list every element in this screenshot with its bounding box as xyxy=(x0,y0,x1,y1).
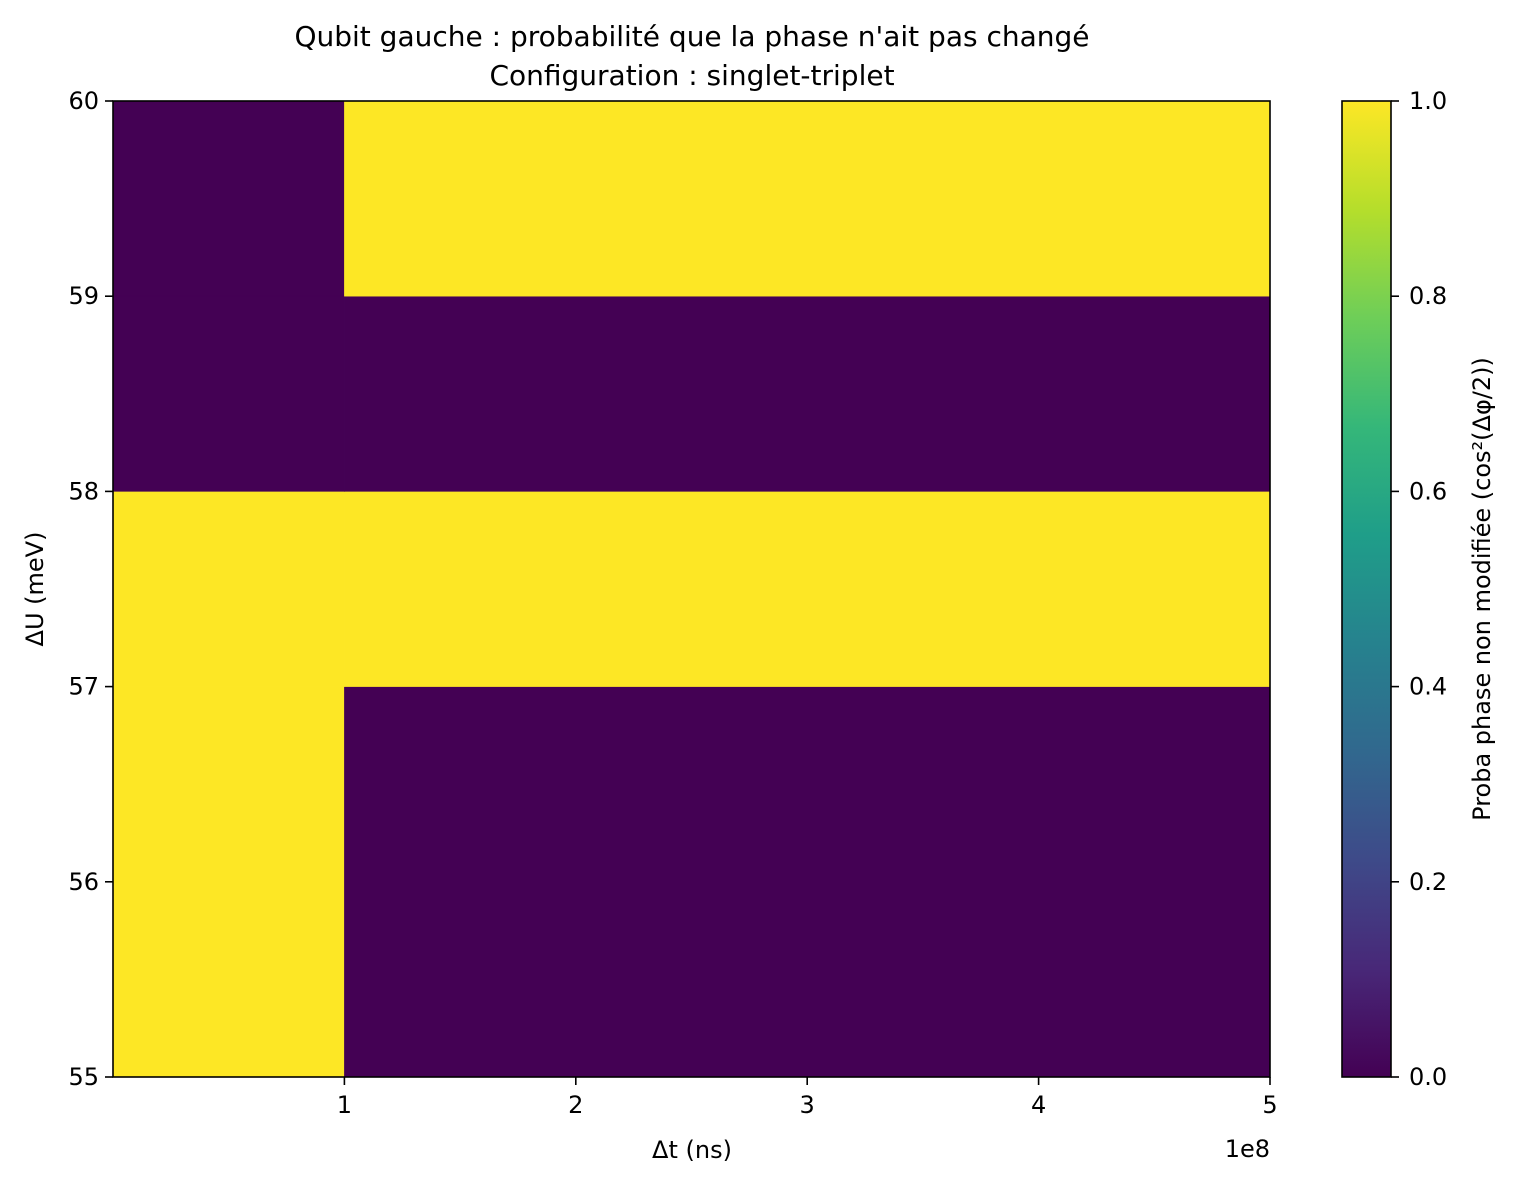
heatmap-cell xyxy=(112,686,345,1078)
heatmap-cell xyxy=(344,100,1271,297)
y-axis-label: ΔU (meV) xyxy=(21,532,49,647)
y-tick-label: 60 xyxy=(68,87,99,115)
colorbar-tick-label: 0.4 xyxy=(1409,673,1447,701)
y-tick-label: 55 xyxy=(68,1063,99,1091)
y-tick-label: 57 xyxy=(68,673,99,701)
heatmap-cell xyxy=(344,295,1271,492)
heatmap-cell xyxy=(112,491,345,687)
heatmap-cell xyxy=(344,686,1271,1078)
y-tick-label: 58 xyxy=(68,477,99,505)
x-tick-label: 1 xyxy=(337,1091,352,1119)
colorbar-tick-label: 0.6 xyxy=(1409,477,1447,505)
chart-title: Qubit gauche : probabilité que la phase … xyxy=(294,20,1089,53)
heatmap-cell xyxy=(344,491,1271,687)
x-tick-label: 3 xyxy=(800,1091,815,1119)
x-tick-label: 5 xyxy=(1262,1091,1277,1119)
x-axis-ticks: 1 2 3 4 5 xyxy=(337,1077,1278,1119)
colorbar-tick-label: 0.0 xyxy=(1409,1063,1447,1091)
x-axis-label: Δt (ns) xyxy=(652,1136,732,1164)
heatmap-cell xyxy=(112,100,345,297)
colorbar-tick-label: 0.8 xyxy=(1409,282,1447,310)
heatmap-cell xyxy=(112,295,345,492)
x-tick-label: 4 xyxy=(1031,1091,1046,1119)
x-tick-label: 2 xyxy=(568,1091,583,1119)
heatmap-cells xyxy=(112,100,1271,1078)
y-tick-label: 59 xyxy=(68,282,99,310)
chart-subtitle: Configuration : singlet-triplet xyxy=(489,59,894,92)
plot-frame xyxy=(112,100,1271,1078)
y-tick-label: 56 xyxy=(68,868,99,896)
colorbar-ticks: 0.0 0.2 0.4 0.6 0.8 1.0 xyxy=(1391,87,1447,1091)
colorbar-label: Proba phase non modifiée (cos²(Δφ/2)) xyxy=(1468,357,1496,821)
colorbar xyxy=(1341,100,1392,1078)
colorbar-tick-label: 0.2 xyxy=(1409,868,1447,896)
y-axis-ticks: 55 56 57 58 59 60 xyxy=(68,87,113,1091)
x-axis-offset-label: 1e8 xyxy=(1225,1135,1270,1163)
colorbar-tick-label: 1.0 xyxy=(1409,87,1447,115)
